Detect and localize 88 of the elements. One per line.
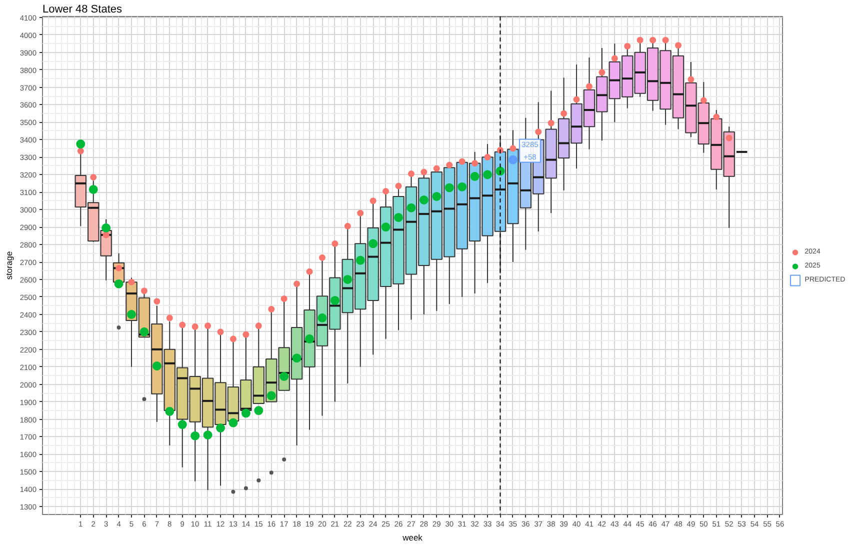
point bbox=[394, 212, 404, 222]
point bbox=[318, 313, 327, 322]
point bbox=[483, 170, 492, 180]
point bbox=[330, 296, 340, 305]
point bbox=[573, 96, 580, 103]
point bbox=[458, 158, 466, 165]
point bbox=[203, 430, 212, 440]
point bbox=[560, 110, 568, 117]
point bbox=[343, 274, 352, 284]
point bbox=[128, 278, 135, 286]
point bbox=[140, 288, 148, 294]
point bbox=[332, 240, 338, 247]
point bbox=[408, 170, 414, 178]
point bbox=[77, 148, 84, 154]
point bbox=[406, 203, 416, 212]
point bbox=[611, 55, 618, 62]
point bbox=[548, 120, 554, 126]
point bbox=[216, 424, 226, 432]
point bbox=[76, 140, 86, 149]
point bbox=[90, 174, 97, 180]
point bbox=[662, 36, 669, 44]
point bbox=[444, 183, 454, 192]
point bbox=[305, 334, 314, 344]
point bbox=[713, 114, 720, 120]
point bbox=[242, 331, 250, 338]
point bbox=[292, 354, 302, 363]
y-axis-title: storage bbox=[4, 251, 14, 280]
point bbox=[178, 420, 187, 430]
point bbox=[344, 222, 351, 230]
point bbox=[496, 166, 505, 176]
point bbox=[419, 195, 428, 204]
point bbox=[152, 361, 162, 370]
point bbox=[268, 306, 275, 312]
point bbox=[280, 295, 288, 302]
point bbox=[650, 36, 656, 44]
point bbox=[166, 314, 173, 322]
point bbox=[535, 128, 542, 136]
point bbox=[586, 83, 592, 90]
point bbox=[395, 182, 402, 190]
point bbox=[254, 406, 264, 416]
point bbox=[306, 268, 313, 275]
point bbox=[484, 154, 491, 160]
point bbox=[255, 322, 262, 330]
point bbox=[230, 336, 236, 342]
point bbox=[116, 264, 122, 272]
point bbox=[154, 298, 160, 305]
point bbox=[356, 256, 365, 265]
point bbox=[370, 198, 376, 204]
point bbox=[190, 431, 200, 440]
point bbox=[636, 36, 644, 44]
point bbox=[88, 184, 98, 194]
point bbox=[382, 188, 390, 194]
point bbox=[381, 222, 390, 232]
point bbox=[688, 76, 694, 83]
point bbox=[446, 162, 453, 168]
point bbox=[598, 69, 606, 76]
point bbox=[432, 192, 442, 201]
point bbox=[472, 160, 478, 167]
point bbox=[217, 328, 224, 336]
point bbox=[140, 327, 149, 336]
point bbox=[294, 280, 300, 288]
point bbox=[165, 406, 174, 416]
point bbox=[318, 254, 326, 261]
point bbox=[510, 145, 516, 152]
point bbox=[114, 279, 124, 288]
point bbox=[192, 323, 198, 330]
point bbox=[127, 310, 136, 319]
point bbox=[357, 210, 364, 216]
point bbox=[102, 223, 111, 232]
point bbox=[674, 42, 682, 49]
point bbox=[204, 322, 212, 330]
point bbox=[508, 155, 518, 164]
point bbox=[458, 182, 467, 192]
point bbox=[266, 391, 276, 400]
point bbox=[228, 418, 238, 428]
point bbox=[368, 239, 378, 248]
point bbox=[433, 165, 440, 172]
point bbox=[726, 134, 732, 142]
chart-title: Lower 48 States bbox=[42, 4, 122, 16]
point bbox=[241, 408, 250, 418]
point bbox=[179, 322, 186, 328]
x-axis-title: week bbox=[402, 532, 424, 542]
point bbox=[420, 168, 428, 176]
point bbox=[624, 42, 631, 50]
point bbox=[470, 172, 480, 181]
point bbox=[102, 232, 110, 238]
point bbox=[280, 372, 289, 381]
point bbox=[700, 97, 707, 104]
